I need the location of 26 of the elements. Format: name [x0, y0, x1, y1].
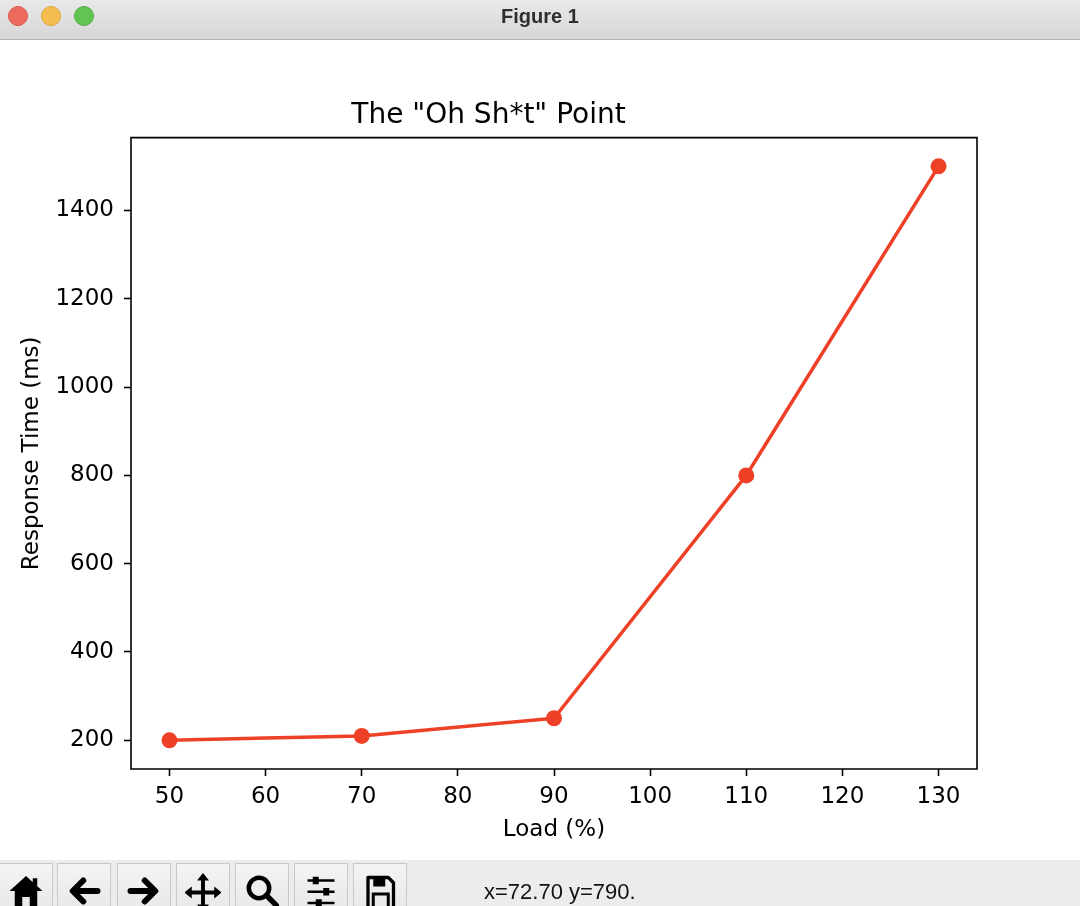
x-tick-label: 60 — [250, 781, 281, 808]
chart-title: The "Oh Sh*t" Point — [350, 97, 626, 131]
y-tick-label: 1400 — [55, 195, 114, 222]
point — [161, 732, 178, 749]
y-tick-label: 1200 — [55, 283, 114, 310]
x-tick-label: 90 — [539, 781, 569, 808]
x-tick-label: 80 — [443, 781, 473, 808]
y-tick-label: 1000 — [55, 372, 114, 399]
x-tick-label: 110 — [724, 781, 769, 808]
point — [930, 158, 947, 175]
point — [546, 710, 562, 727]
x-axis-title: Load (%) — [502, 815, 606, 842]
x-tick-label: 70 — [347, 781, 377, 808]
x-tick-label: 100 — [628, 781, 673, 808]
y-tick-label: 800 — [70, 460, 114, 487]
caption: Figure 1 — [500, 4, 580, 28]
text: x=72.70 y=790. — [484, 879, 636, 905]
y-axis-title: Response Time (ms) — [16, 336, 43, 571]
y-tick-label: 600 — [70, 548, 114, 575]
y-tick-label: 200 — [70, 725, 114, 752]
x-tick-label: 130 — [916, 781, 961, 808]
x-tick-label: 50 — [154, 781, 185, 808]
y-tick-label: 400 — [70, 636, 114, 663]
point — [353, 727, 370, 744]
x-tick-label: 120 — [820, 781, 865, 808]
point — [738, 467, 755, 484]
